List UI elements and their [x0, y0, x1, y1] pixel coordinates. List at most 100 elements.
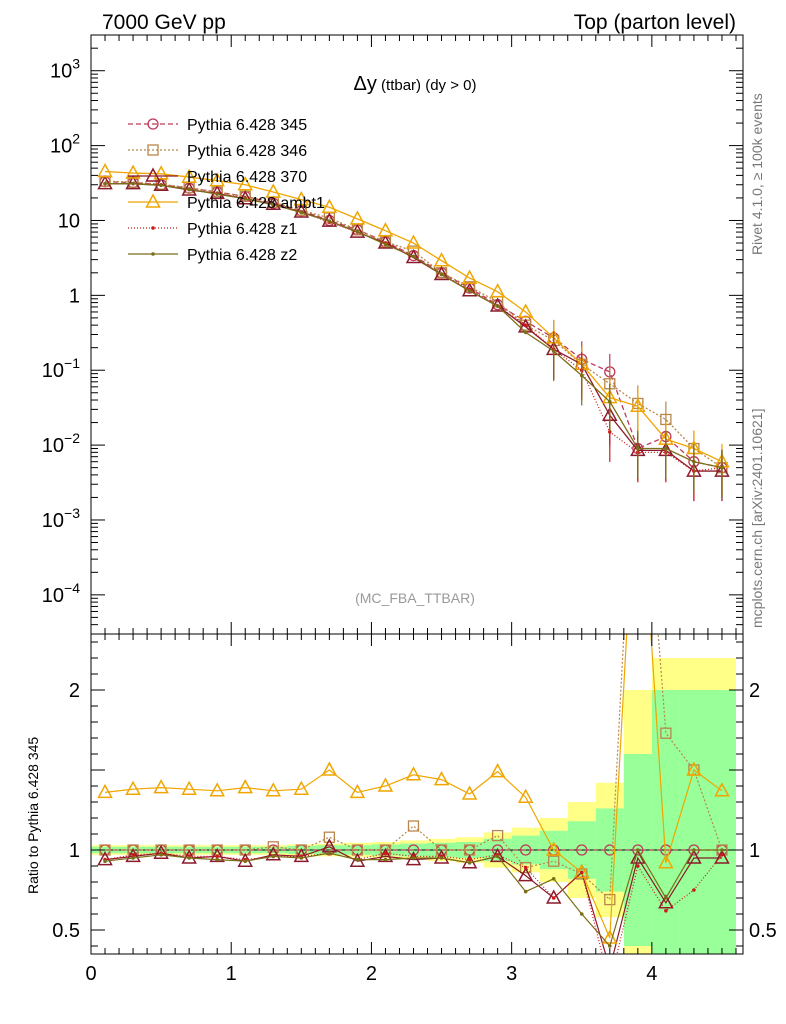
- ratio-point-5-0: [103, 859, 107, 863]
- ratio-point-4-13: [467, 857, 472, 862]
- data-point-5-16: [551, 349, 556, 353]
- data-point-3-6: [265, 183, 282, 198]
- ratio-tick-label-left-1: 1: [69, 840, 80, 862]
- ratio-point-2-21: [686, 849, 702, 864]
- ratio-point-3-0: [97, 783, 113, 799]
- data-point-5-10: [383, 242, 388, 247]
- legend-label-0: Pythia 6.428 345: [187, 117, 307, 134]
- legend-marker-0: [147, 118, 159, 130]
- legend-label-2: Pythia 6.428 370: [187, 169, 307, 186]
- data-point-3-11: [405, 234, 422, 249]
- ratio-point-4-19: [636, 864, 640, 868]
- x-tick-label-3: 3: [506, 963, 517, 985]
- ratio-point-4-10: [383, 851, 388, 855]
- ratio-point-2-3: [181, 849, 197, 864]
- ratio-frame: [90, 633, 744, 955]
- ratio-tick-label-right-0: 0.5: [749, 920, 777, 942]
- ratio-point-2-15: [517, 867, 534, 882]
- ratio-point-5-9: [355, 857, 360, 862]
- x-tick-label-4: 4: [646, 963, 657, 985]
- y-tick-label-7: 10−4: [42, 580, 80, 607]
- ratio-point-5-3: [187, 856, 191, 860]
- ratio-point-4-20: [664, 909, 668, 913]
- ratio-point-5-20: [664, 896, 668, 900]
- x-tick-label-1: 1: [226, 963, 237, 985]
- ratio-point-3-14: [489, 763, 506, 778]
- ratio-series: [97, 634, 730, 954]
- legend-label-5: Pythia 6.428 z2: [187, 247, 297, 264]
- band-green-22: [707, 690, 736, 954]
- ratio-point-2-10: [377, 847, 394, 863]
- ratio-point-5-11: [411, 856, 416, 860]
- ratio-line-1: [105, 634, 723, 901]
- ratio-point-5-21: [692, 848, 696, 852]
- data-point-5-6: [271, 202, 276, 207]
- legend-label-4: Pythia 6.428 z1: [187, 221, 297, 238]
- ratio-bands: [91, 658, 743, 954]
- data-point-5-2: [159, 183, 163, 188]
- ratio-point-2-14: [489, 847, 506, 863]
- ratio-point-3-11: [405, 766, 422, 781]
- data-point-5-8: [327, 219, 332, 223]
- data-point-3-12: [433, 252, 450, 267]
- ratio-point-2-4: [209, 847, 225, 863]
- ratio-point-5-5: [243, 859, 248, 863]
- rivet-label: Rivet 4.1.0, ≥ 100k events: [749, 93, 765, 255]
- ratio-point-5-14: [495, 854, 500, 859]
- data-point-5-13: [467, 289, 472, 293]
- data-point-3-10: [377, 222, 394, 237]
- ratio-point-2-20: [658, 894, 674, 909]
- ratio-point-3-9: [349, 783, 366, 799]
- ratio-point-5-10: [383, 857, 388, 862]
- band-green-21: [679, 690, 708, 954]
- ratio-point-3-22: [714, 782, 730, 797]
- ratio-point-1-18: [604, 893, 616, 906]
- ratio-point-4-16: [551, 896, 556, 900]
- legend-marker-2: [145, 167, 161, 182]
- y-tick-label-4: 10−1: [42, 355, 80, 382]
- data-point-5-20: [664, 446, 668, 451]
- ratio-point-5-19: [636, 848, 640, 852]
- ratio-tick-label-right-2: 2: [749, 680, 760, 702]
- ratio-point-1-6: [267, 841, 279, 853]
- ratio-point-4-21: [692, 888, 696, 892]
- ratio-point-1-11: [407, 820, 420, 832]
- legend: Pythia 6.428 345 Pythia 6.428 346 Pythia 6…: [128, 117, 325, 264]
- ratio-point-2-6: [265, 846, 282, 861]
- data-point-3-5: [237, 176, 253, 191]
- y-tick-label-0: 103: [50, 56, 80, 83]
- data-point-2-2: [153, 176, 169, 192]
- ratio-point-3-20: [658, 854, 674, 869]
- ratio-point-2-7: [293, 847, 310, 863]
- main-series: [97, 162, 730, 502]
- legend-marker-5: [151, 252, 155, 256]
- title-main: Δy: [354, 73, 377, 95]
- ratio-point-4-4: [215, 854, 219, 859]
- data-point-2-13: [461, 282, 478, 297]
- data-point-5-12: [439, 272, 444, 277]
- data-point-3-3: [181, 168, 197, 183]
- ratio-ylabel: Ratio to Pythia 6.428 345: [25, 737, 41, 894]
- ratio-point-0-19: [632, 844, 644, 856]
- ratio-line-3: [104, 634, 723, 939]
- data-point-3-9: [349, 210, 366, 225]
- data-point-3-8: [321, 198, 338, 214]
- ratio-point-3-5: [237, 779, 253, 794]
- data-point-3-0: [97, 162, 113, 178]
- ratio-point-3-7: [293, 780, 310, 795]
- ratio-point-1-15: [520, 861, 532, 874]
- ratio-point-1-16: [548, 855, 560, 867]
- ratio-point-1-8: [323, 831, 336, 843]
- legend-label-1: Pythia 6.428 346: [187, 143, 307, 160]
- title-rest: (ttbar) (dy > 0): [377, 77, 477, 94]
- ratio-point-2-19: [630, 849, 646, 864]
- ratio-point-0-15: [520, 844, 532, 856]
- watermark: (MC_FBA_TTBAR): [355, 590, 475, 606]
- data-point-4-18: [607, 430, 612, 434]
- data-point-5-18: [607, 399, 612, 404]
- chart-title: Δy (ttbar) (dy > 0): [354, 73, 477, 95]
- ratio-point-3-8: [321, 761, 338, 776]
- y-tick-label-1: 102: [50, 131, 80, 158]
